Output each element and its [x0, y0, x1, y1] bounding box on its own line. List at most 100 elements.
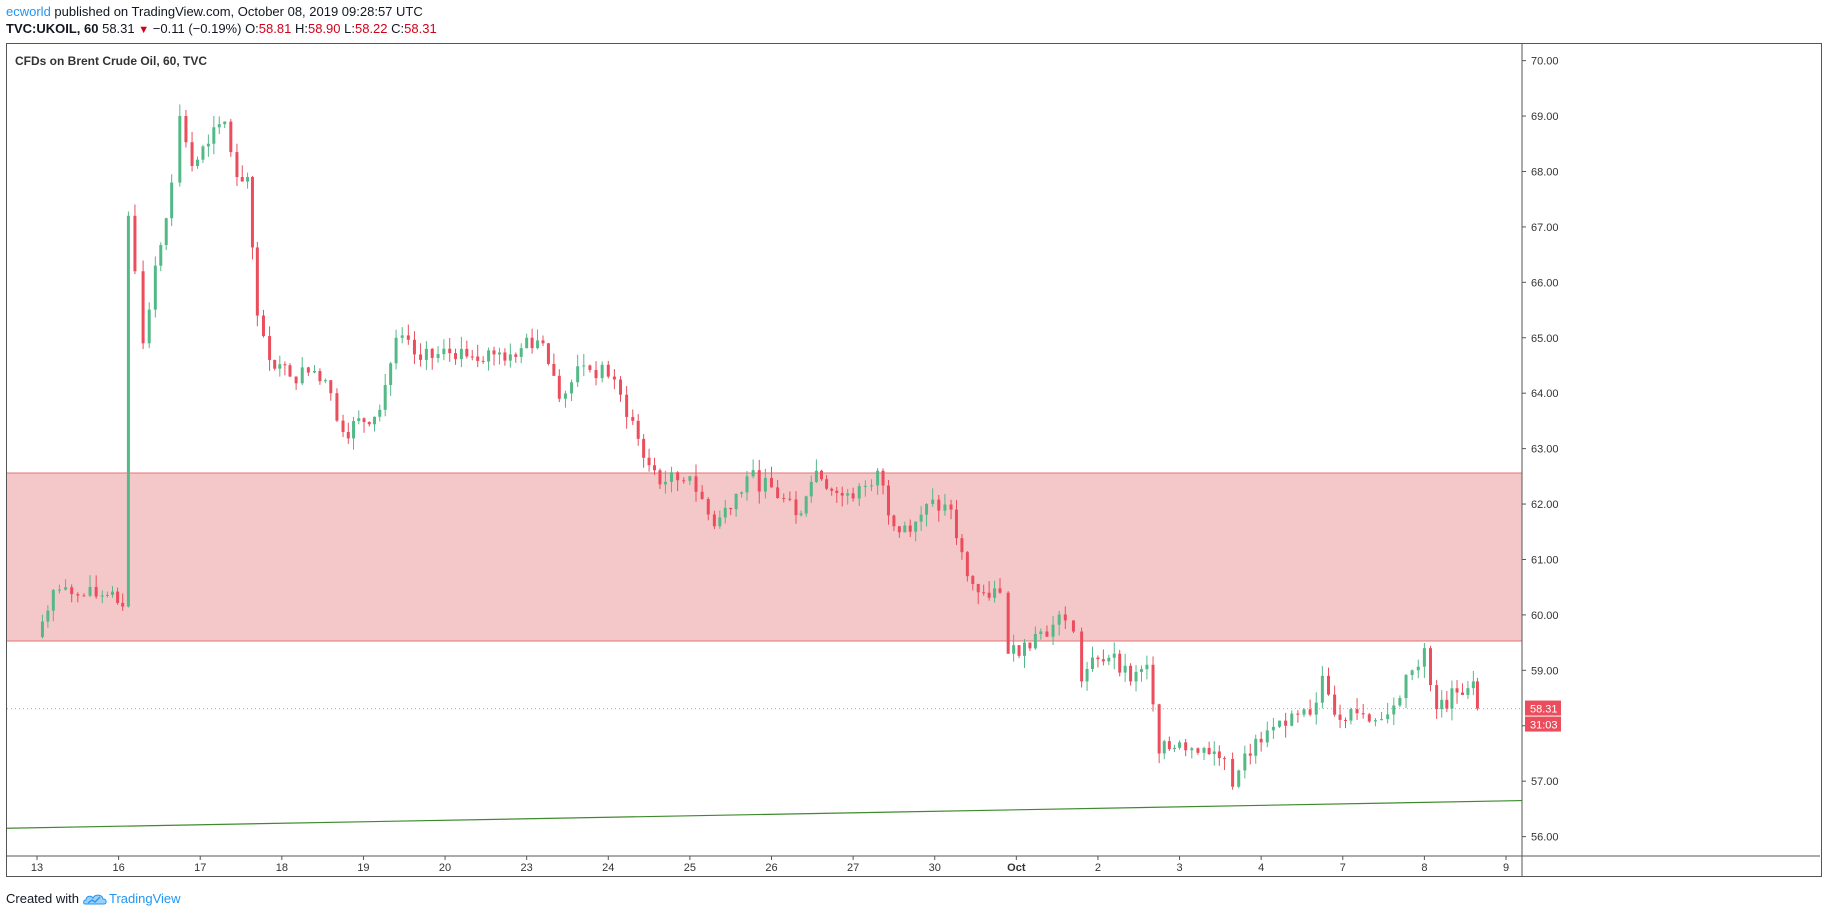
candle-body	[670, 472, 674, 482]
candle	[82, 593, 86, 597]
candle-body	[300, 367, 304, 384]
candle-body	[46, 610, 50, 622]
candle	[576, 354, 580, 387]
candle	[636, 414, 640, 446]
x-tick-label: 30	[929, 862, 941, 874]
candle	[1101, 649, 1105, 666]
candle-body	[998, 588, 1002, 593]
candle	[1308, 699, 1312, 717]
candle	[1129, 663, 1133, 686]
candle-body	[88, 586, 92, 596]
candle-body	[306, 367, 310, 373]
candle	[835, 486, 839, 503]
candle-body	[1196, 748, 1200, 753]
candle	[1107, 654, 1111, 666]
candle-body	[1308, 709, 1312, 715]
candle	[1373, 718, 1377, 727]
candle	[676, 471, 680, 492]
candle	[147, 302, 151, 349]
candle-body	[1373, 720, 1377, 722]
candle	[323, 378, 327, 384]
candle-body	[892, 515, 896, 527]
candle-body	[64, 587, 68, 590]
candle	[459, 336, 463, 368]
open-label: O:	[245, 21, 259, 36]
candle-body	[734, 493, 738, 510]
candle-body	[153, 265, 157, 310]
candle	[1343, 717, 1347, 729]
candle	[170, 174, 174, 227]
candle-body	[246, 177, 250, 182]
author-link[interactable]: ecworld	[6, 4, 51, 19]
candle	[1051, 616, 1055, 646]
candle-body	[126, 215, 130, 607]
candle-body	[876, 470, 880, 486]
candle	[261, 309, 265, 338]
candle-body	[1012, 645, 1016, 654]
candle	[965, 551, 969, 582]
candle	[76, 592, 80, 603]
candle-body	[846, 493, 850, 496]
candle	[288, 363, 292, 378]
tradingview-link[interactable]: TradingView	[83, 891, 181, 907]
candle	[476, 344, 480, 368]
candle	[557, 369, 561, 403]
candle	[1248, 743, 1252, 765]
x-tick-label: 8	[1421, 862, 1427, 874]
candle-body	[688, 476, 692, 481]
x-tick-label: 25	[684, 862, 696, 874]
candle-body	[335, 393, 339, 421]
candle	[448, 337, 452, 362]
candle-body	[718, 517, 722, 527]
candle-body	[745, 476, 749, 493]
candle-body	[1338, 714, 1342, 720]
candle	[121, 593, 125, 611]
candle	[631, 409, 635, 425]
x-tick-label: 18	[276, 862, 288, 874]
candle	[588, 364, 592, 373]
candle-body	[757, 470, 761, 492]
candle-body	[1326, 675, 1330, 695]
candle	[1178, 740, 1182, 750]
candle-body	[273, 359, 277, 369]
candle-body	[121, 602, 125, 607]
candle	[283, 361, 287, 376]
created-with-text: Created with	[6, 891, 79, 906]
candle	[212, 115, 216, 155]
x-tick-label: 13	[31, 862, 43, 874]
candle	[712, 510, 716, 530]
candle	[619, 376, 623, 402]
candle-body	[653, 465, 657, 471]
candle-body	[448, 348, 452, 354]
candle	[1271, 717, 1275, 739]
candle-body	[700, 491, 704, 500]
candle-body	[442, 348, 446, 355]
candle-body	[729, 507, 733, 510]
candle-body	[1217, 751, 1221, 759]
candle	[1028, 642, 1032, 652]
candle	[94, 575, 98, 599]
candle-body	[712, 514, 716, 527]
candle	[809, 475, 813, 503]
candle-body	[1006, 592, 1010, 654]
candle	[1172, 744, 1176, 753]
candle-body	[1290, 713, 1294, 726]
candle-body	[1129, 665, 1133, 682]
low-label: L:	[344, 21, 355, 36]
resistance-zone[interactable]	[7, 473, 1522, 641]
countdown-label: 31:03	[1530, 720, 1558, 732]
candle	[1096, 655, 1100, 668]
high-value: 58.90	[307, 21, 341, 36]
candle	[1333, 685, 1337, 717]
candle-body	[1190, 748, 1194, 751]
candle-body	[1471, 681, 1475, 689]
x-tick-label: 27	[847, 862, 859, 874]
support-trendline[interactable]	[6, 799, 1523, 829]
candle-body	[541, 340, 545, 344]
x-tick-label: 19	[357, 862, 369, 874]
candle-body	[886, 485, 890, 516]
candle	[1466, 681, 1470, 700]
candle-body	[283, 364, 287, 366]
tradingview-cloud-icon	[83, 894, 107, 905]
